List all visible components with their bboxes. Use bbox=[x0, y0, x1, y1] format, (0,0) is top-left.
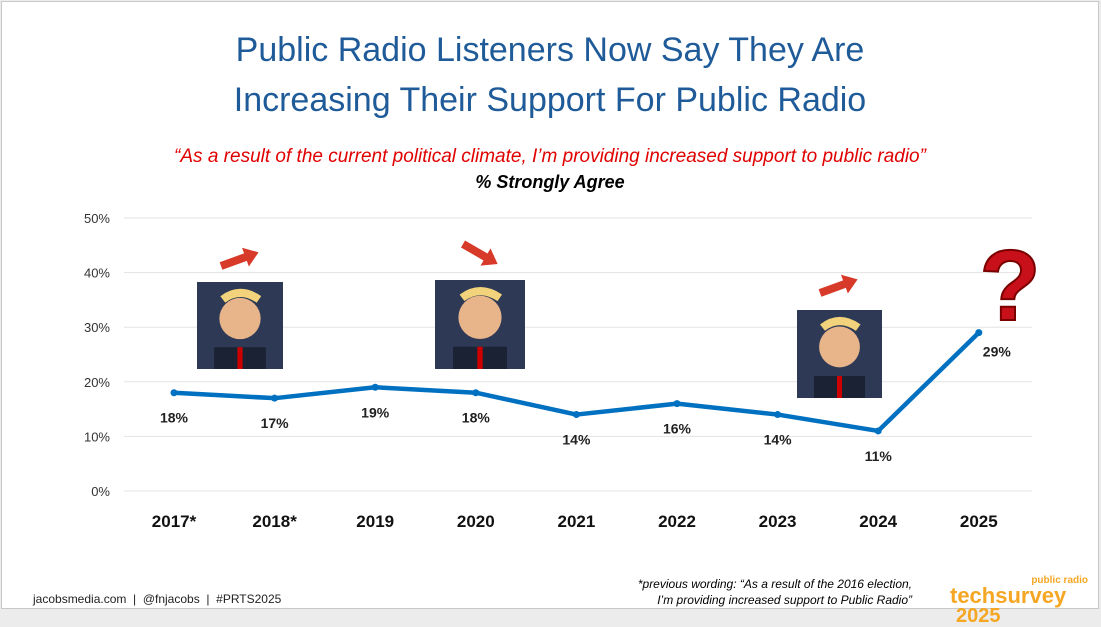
x-tick-label: 2017* bbox=[152, 512, 197, 531]
arrow-up-icon bbox=[219, 247, 259, 270]
footnote-line-1: *previous wording: “As a result of the 2… bbox=[637, 577, 912, 591]
photo-2018-tie bbox=[237, 347, 243, 369]
y-tick-label: 30% bbox=[84, 320, 110, 335]
logo-main: techsurvey bbox=[950, 583, 1067, 608]
photo-2018-face bbox=[219, 297, 261, 340]
data-label: 14% bbox=[562, 432, 591, 448]
data-point bbox=[170, 389, 178, 397]
arrow-down-icon bbox=[461, 240, 498, 266]
x-tick-label: 2022 bbox=[658, 512, 696, 531]
x-tick-label: 2025 bbox=[960, 512, 998, 531]
y-tick-label: 0% bbox=[91, 484, 110, 499]
data-point bbox=[975, 329, 983, 337]
photo-2020-hair bbox=[459, 287, 503, 302]
data-point bbox=[673, 400, 681, 408]
data-label: 19% bbox=[361, 404, 390, 420]
title-line-1: Public Radio Listeners Now Say They Are bbox=[235, 31, 865, 69]
line-chart: 0% 10% 20% 30% 40% 50%? 18% 2017* 17% 2018* 19% 201… bbox=[84, 211, 1042, 531]
subtitle: % Strongly Agree bbox=[475, 172, 625, 192]
data-label: 29% bbox=[983, 344, 1012, 360]
y-tick-label: 10% bbox=[84, 429, 110, 444]
data-label: 18% bbox=[160, 410, 189, 426]
data-point bbox=[271, 394, 279, 402]
x-tick-label: 2020 bbox=[457, 512, 495, 531]
data-point bbox=[874, 427, 882, 435]
x-tick-label: 2024 bbox=[859, 512, 897, 531]
x-tick-label: 2023 bbox=[759, 512, 797, 531]
techsurvey-logo: public radio techsurvey 2025 bbox=[938, 575, 1088, 626]
data-label: 18% bbox=[462, 410, 491, 426]
question-mark-icon: ? bbox=[979, 230, 1040, 342]
logo-year: 2025 bbox=[956, 605, 1001, 627]
data-point bbox=[774, 411, 782, 419]
x-tick-label: 2018* bbox=[252, 512, 297, 531]
photo-2024-face bbox=[819, 326, 860, 368]
logo-small: public radio bbox=[1031, 575, 1088, 586]
data-label: 14% bbox=[764, 432, 793, 448]
title-line-2: Increasing Their Support For Public Radi… bbox=[233, 81, 867, 119]
footnote: *previous wording: “As a result of the 2… bbox=[602, 576, 912, 608]
photo-2020-face bbox=[458, 295, 502, 339]
photo-2024-hair bbox=[820, 317, 861, 331]
data-point bbox=[472, 389, 480, 397]
data-point bbox=[572, 411, 580, 419]
data-label: 16% bbox=[663, 421, 692, 437]
photo-2024-tie bbox=[836, 376, 843, 398]
y-tick-label: 20% bbox=[84, 375, 110, 390]
footnote-line-2: I’m providing increased support to Publi… bbox=[657, 593, 912, 607]
photo-2020-tie bbox=[477, 346, 483, 369]
data-point bbox=[371, 383, 379, 391]
data-label: 11% bbox=[865, 448, 893, 464]
quote: “As a result of the current political cl… bbox=[174, 146, 926, 167]
footer-credits: jacobsmedia.com | @fnjacobs | #PRTS2025 bbox=[33, 592, 282, 606]
x-tick-label: 2019 bbox=[356, 512, 394, 531]
x-tick-label: 2021 bbox=[557, 512, 595, 531]
data-label: 17% bbox=[261, 415, 290, 431]
y-tick-label: 40% bbox=[84, 266, 110, 281]
arrow-up-icon bbox=[818, 274, 858, 297]
y-tick-label: 50% bbox=[84, 211, 110, 226]
photo-2018-hair bbox=[220, 288, 262, 303]
